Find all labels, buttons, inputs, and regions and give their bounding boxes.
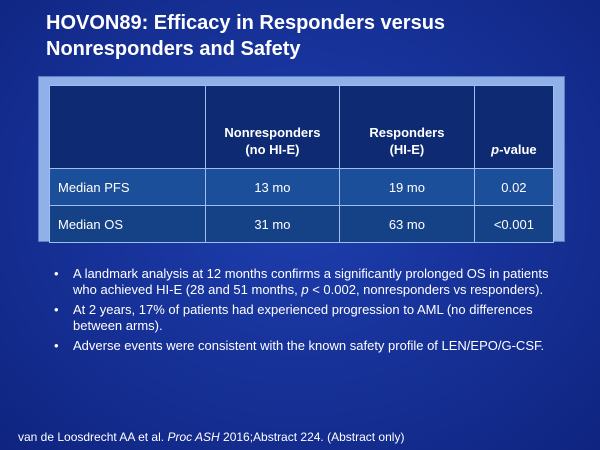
row-label-pfs: Median PFS <box>49 168 206 206</box>
citation-authors: van de Loosdrecht AA et al. <box>18 430 168 444</box>
title-line-1: HOVON89: Efficacy in Responders versus <box>46 12 446 34</box>
table-row: Median PFS 13 mo 19 mo 0.02 <box>49 168 555 206</box>
bullet-3-text: Adverse events were consistent with the … <box>73 338 545 353</box>
table-row: Median OS 31 mo 63 mo <0.001 <box>49 205 555 243</box>
bullet-item-progression: • At 2 years, 17% of patients had experi… <box>54 302 554 333</box>
bullet-marker: • <box>54 302 59 317</box>
header-responders-line2: (HI-E) <box>389 142 425 157</box>
bullet-list: • A landmark analysis at 12 months confi… <box>54 266 554 359</box>
table-header-row: Nonresponders (no HI-E) Responders (HI-E… <box>49 85 555 169</box>
cell-pfs-nonresponders: 13 mo <box>204 168 341 206</box>
header-responders-line1: Responders <box>369 125 445 140</box>
citation-journal: Proc ASH <box>167 430 220 444</box>
bullet-item-landmark-analysis: • A landmark analysis at 12 months confi… <box>54 266 554 297</box>
slide-title: HOVON89: Efficacy in Responders versus N… <box>46 10 576 62</box>
citation: van de Loosdrecht AA et al. Proc ASH 201… <box>18 430 404 444</box>
bullet-1-text-end: < 0.002, nonresponders vs responders). <box>308 281 544 297</box>
bullet-2-text: At 2 years, 17% of patients had experien… <box>73 302 533 333</box>
title-line-2: Nonresponders and Safety <box>46 38 301 60</box>
bullet-1-text-start: A landmark analysis at 12 months confirm… <box>73 266 549 297</box>
bullet-item-adverse-events: • Adverse events were consistent with th… <box>54 338 554 354</box>
results-table-frame: Nonresponders (no HI-E) Responders (HI-E… <box>38 76 565 243</box>
header-p-italic: p <box>491 142 500 157</box>
cell-pfs-p-value: 0.02 <box>473 168 555 206</box>
bullet-1-p-italic: p <box>301 281 309 297</box>
cell-pfs-responders: 19 mo <box>339 168 475 206</box>
header-nonresponders: Nonresponders (no HI-E) <box>204 85 341 169</box>
cell-os-p-value: <0.001 <box>473 205 555 243</box>
header-p-rest: -value <box>499 142 537 157</box>
row-label-os: Median OS <box>49 205 206 243</box>
bullet-marker: • <box>54 338 59 353</box>
bullet-marker: • <box>54 266 59 281</box>
header-blank-cell <box>49 85 206 169</box>
header-p-value: p-value <box>473 85 555 169</box>
citation-rest: 2016;Abstract 224. (Abstract only) <box>219 430 405 444</box>
header-nonresponders-line1: Nonresponders <box>224 125 321 140</box>
header-nonresponders-line2: (no HI-E) <box>245 142 300 157</box>
header-responders: Responders (HI-E) <box>339 85 475 169</box>
cell-os-nonresponders: 31 mo <box>204 205 341 243</box>
cell-os-responders: 63 mo <box>339 205 475 243</box>
results-table: Nonresponders (no HI-E) Responders (HI-E… <box>49 85 555 243</box>
